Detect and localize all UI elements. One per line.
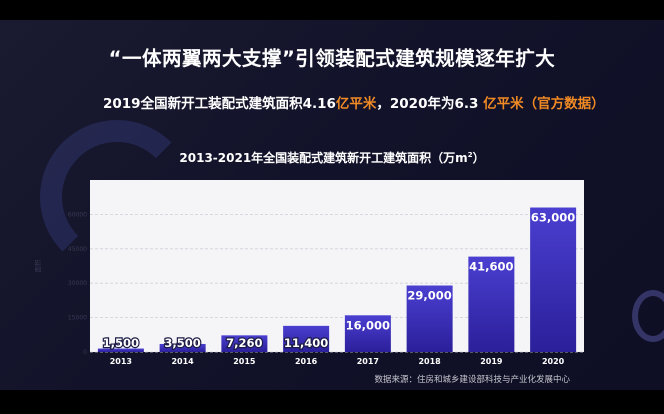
x-tick-label: 2015: [233, 357, 256, 366]
x-tick-label: 2013: [110, 357, 132, 366]
bar-2020: [530, 207, 577, 352]
x-tick-label: 2016: [295, 357, 318, 366]
chart-title: 2013-2021年全国装配式建筑新开工建筑面积（万m2）: [0, 149, 664, 166]
slide-title: “一体两翼两大支撑”引领装配式建筑规模逐年扩大: [108, 47, 556, 70]
subtitle-unit-1: 亿平米: [335, 96, 377, 112]
subtitle-unit-2: 亿平米（官方数据）: [483, 96, 605, 112]
x-tick-label: 2017: [357, 357, 379, 366]
bar-2016: [283, 325, 330, 352]
data-label: 7,260: [226, 336, 262, 350]
y-tick-label: 60000: [68, 211, 87, 218]
bar-2019: [468, 256, 515, 352]
bar-2014: [159, 343, 206, 352]
data-label: 3,500: [164, 336, 200, 350]
decorative-ring: [632, 290, 664, 342]
subtitle-text-1: 2019全国新开工装配式建筑面积4.16: [103, 96, 336, 112]
data-label: 63,000: [531, 211, 575, 225]
data-label: 11,400: [284, 336, 328, 350]
x-tick-label: 2019: [480, 357, 503, 366]
x-tick-label: 2020: [542, 357, 565, 366]
slide-subtitle: 2019全国新开工装配式建筑面积4.16亿平米，2020年为6.3 亿平米（官方…: [103, 92, 623, 117]
y-axis-label: 面积: [33, 259, 42, 273]
subtitle-text-2: ，2020年为6.3: [376, 96, 484, 112]
data-label: 41,600: [469, 260, 513, 274]
y-tick-label: 30000: [68, 280, 87, 287]
x-tick-label: 2014: [171, 357, 194, 366]
chart-title-close: ）: [472, 151, 485, 165]
data-source: 数据来源：住房和城乡建设部科技与产业化发展中心: [374, 375, 570, 385]
data-label: 29,000: [407, 288, 451, 302]
y-tick-label: 15000: [68, 315, 87, 322]
bar-2018: [406, 285, 453, 352]
data-label: 1,500: [103, 336, 139, 350]
y-tick-label: 0: [83, 349, 87, 356]
y-tick-label: 45000: [68, 246, 87, 253]
x-tick-label: 2018: [418, 357, 441, 366]
chart-title-text: 2013-2021年全国装配式建筑新开工建筑面积（万m: [179, 151, 468, 165]
chart-title-superscript: 2: [467, 151, 473, 159]
bar-2015: [221, 335, 268, 352]
bar-2017: [344, 315, 391, 352]
bar-2013: [97, 348, 144, 352]
data-label: 16,000: [346, 318, 390, 332]
